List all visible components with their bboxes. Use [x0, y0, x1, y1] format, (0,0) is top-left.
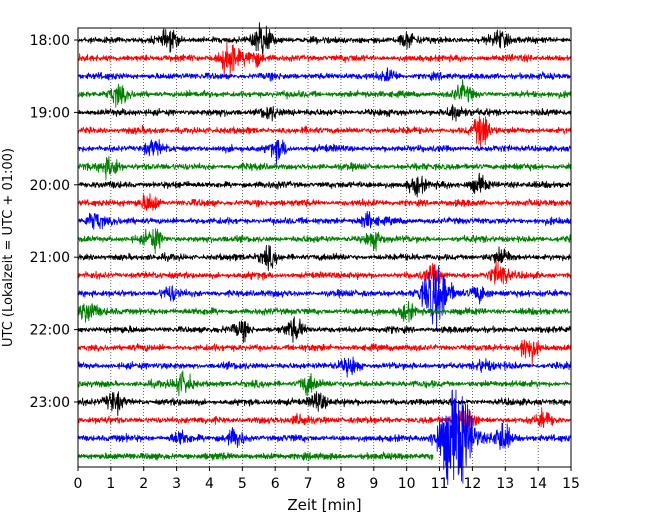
seismogram-trace-2245: [77, 370, 572, 397]
seismogram-trace-2200: [77, 316, 572, 344]
x-tick-label: 1: [106, 476, 115, 492]
seismogram-trace-1830: [77, 67, 572, 82]
x-tick-label: 4: [205, 476, 214, 492]
seismogram-trace-2000: [77, 172, 572, 198]
y-tick-label: 21:00: [30, 250, 70, 266]
seismogram-trace-2315: [77, 407, 572, 438]
seismogram-trace-2115: [77, 259, 572, 286]
seismogram-trace-1930: [77, 139, 572, 165]
x-tick-label: 11: [431, 476, 449, 492]
seismogram-traces: [77, 22, 572, 486]
seismogram-trace-2300: [77, 391, 572, 416]
seismogram-trace-1915: [77, 115, 572, 147]
x-tick-label: 14: [529, 476, 547, 492]
y-axis-ticks: 18:00 19:00 20:00 21:00 22:00 23:00: [30, 33, 78, 411]
y-tick-label: 18:00: [30, 33, 70, 49]
seismogram-trace-1800: [77, 22, 572, 57]
y-tick-label: 22:00: [30, 323, 70, 339]
seismogram-trace-2100: [77, 244, 572, 272]
y-tick-label: 23:00: [30, 395, 70, 411]
x-tick-label: 3: [172, 476, 181, 492]
seismogram-trace-2030: [77, 210, 572, 230]
seismogram-trace-2130: [77, 265, 572, 331]
seismogram-trace-1845: [77, 79, 572, 108]
y-tick-label: 19:00: [30, 105, 70, 121]
x-tick-label: 9: [369, 476, 378, 492]
seismogram-trace-2330: [77, 389, 572, 486]
x-tick-label: 8: [336, 476, 345, 492]
x-axis-label: Zeit [min]: [287, 496, 361, 514]
y-tick-label: 20:00: [30, 178, 70, 194]
x-tick-label: 2: [139, 476, 148, 492]
seismogram-trace-2015: [77, 193, 572, 211]
seismogram-trace-1815: [77, 40, 572, 76]
x-tick-label: 5: [238, 476, 247, 492]
x-tick-label: 6: [271, 476, 280, 492]
seismogram-trace-1900: [77, 104, 572, 122]
seismogram-trace-2215: [77, 339, 572, 366]
y-axis-label: UTC (Lokalzeit = UTC + 01:00): [1, 148, 16, 347]
x-tick-label: 10: [398, 476, 416, 492]
x-tick-label: 0: [74, 476, 83, 492]
seismogram-trace-1945: [77, 155, 572, 181]
x-tick-label: 7: [304, 476, 313, 492]
x-tick-label: 15: [562, 476, 580, 492]
seismogram-trace-2145: [77, 300, 572, 323]
x-tick-label: 13: [496, 476, 514, 492]
plot-frame: [77, 27, 572, 468]
seismogram-trace-2230: [77, 356, 572, 378]
x-axis-ticks: 0 1 2 3 4 5 6 7 8 9 10 11 12 13 14 15: [74, 467, 580, 492]
x-tick-label: 12: [463, 476, 481, 492]
seismogram-trace-2345: [77, 451, 434, 462]
seismogram-trace-2045: [77, 228, 572, 254]
